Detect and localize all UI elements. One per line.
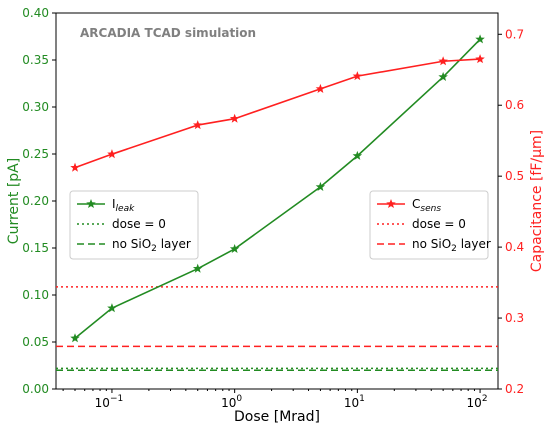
y-right-tick-label: 0.7 — [505, 27, 524, 41]
y-right-tick-label: 0.2 — [505, 382, 524, 396]
series-line-left — [74, 38, 481, 339]
data-point-star — [475, 54, 485, 64]
data-point-star — [352, 71, 363, 81]
y-left-tick-label: 0.10 — [22, 288, 49, 302]
y-right-tick-label: 0.4 — [505, 240, 524, 254]
y-left-tick-label: 0.15 — [22, 241, 49, 255]
legend-swatch-star — [386, 199, 396, 209]
legend-label: dose = 0 — [112, 217, 166, 231]
x-tick-label: 102 — [467, 394, 488, 410]
data-point-star — [70, 162, 80, 172]
data-point-star — [438, 56, 448, 66]
legend-box — [369, 190, 489, 260]
series-line-right — [74, 58, 481, 169]
y-right-axis-label: Capacitance [fF/μm] — [529, 130, 545, 272]
data-point-star — [352, 150, 363, 160]
data-point-star — [229, 243, 240, 253]
data-point-star — [192, 263, 203, 273]
y-left-axis-label: Current [pA] — [6, 158, 22, 244]
y-left-tick-label: 0.30 — [22, 100, 49, 114]
x-tick-label: 101 — [344, 394, 365, 410]
data-point-star — [107, 303, 117, 313]
data-point-star — [315, 181, 326, 191]
legend-label: dose = 0 — [412, 217, 466, 231]
data-point-star — [475, 34, 485, 44]
y-left-tick-label: 0.40 — [22, 6, 49, 20]
data-point-star — [107, 149, 117, 159]
data-point-star — [192, 120, 203, 130]
y-left-tick-label: 0.25 — [22, 147, 49, 161]
chart-annotation: ARCADIA TCAD simulation — [80, 26, 256, 40]
data-point-star — [315, 83, 326, 93]
x-tick-label: 100 — [221, 394, 242, 410]
y-left-tick-label: 0.35 — [22, 53, 49, 67]
data-point-star — [438, 71, 448, 81]
x-axis-label: Dose [Mrad] — [234, 409, 320, 425]
legend-box — [69, 190, 199, 260]
data-point-star — [70, 333, 80, 343]
legend-label: no SiO2 layer — [412, 237, 491, 254]
y-left-tick-label: 0.05 — [22, 335, 49, 349]
y-right-tick-label: 0.6 — [505, 98, 524, 112]
y-left-tick-label: 0.20 — [22, 194, 49, 208]
legend-label: no SiO2 layer — [112, 237, 191, 254]
legend-swatch-star — [86, 199, 96, 209]
y-right-tick-label: 0.5 — [505, 169, 524, 183]
data-point-star — [229, 113, 240, 123]
y-right-tick-label: 0.3 — [505, 311, 524, 325]
x-tick-label: 10−1 — [95, 394, 124, 410]
y-left-tick-label: 0.00 — [22, 382, 49, 396]
